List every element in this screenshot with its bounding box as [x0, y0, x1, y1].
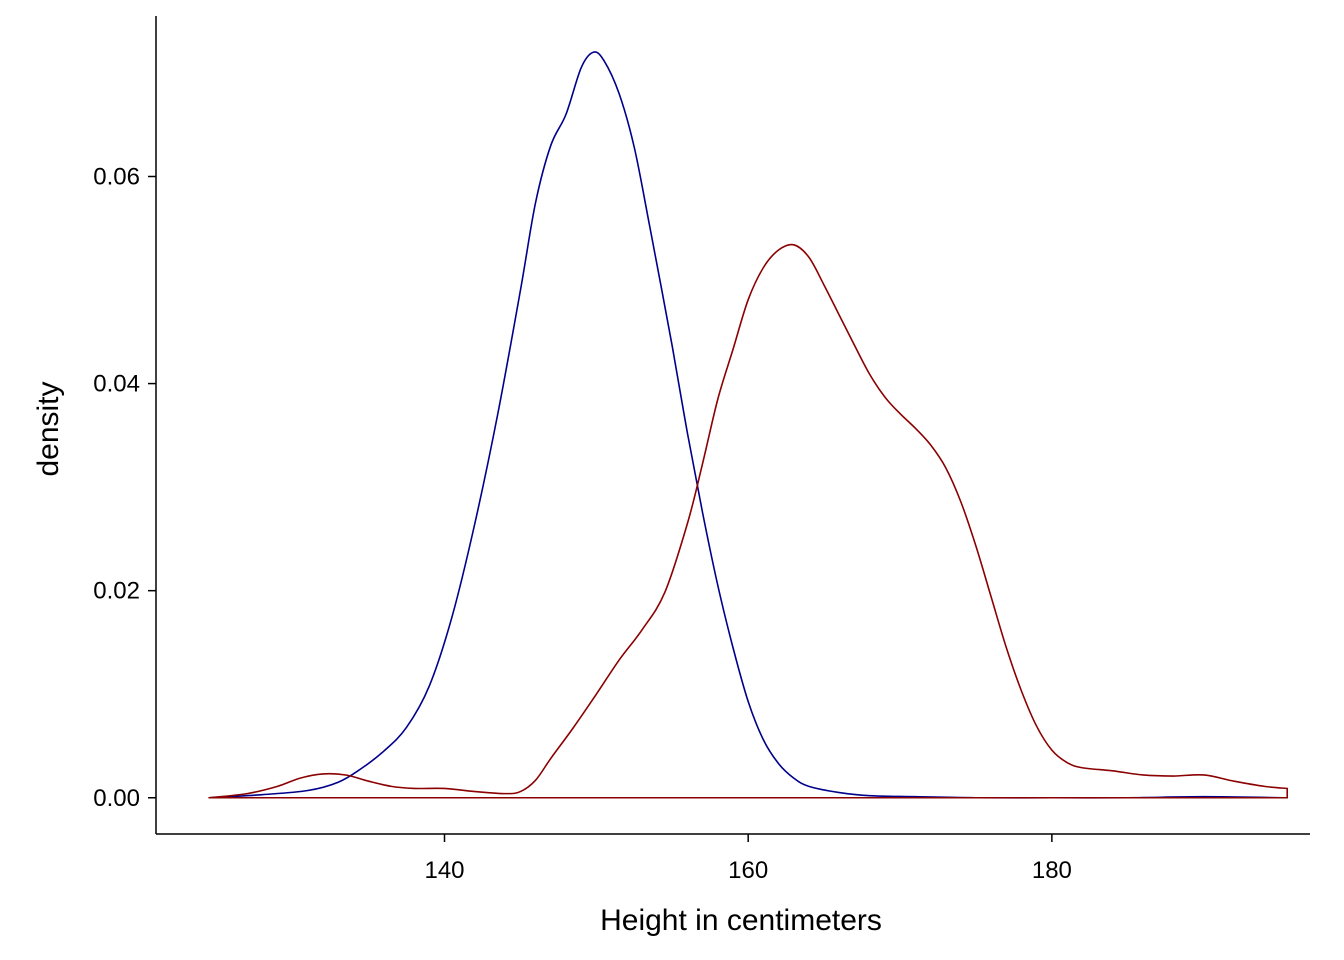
plot-area	[208, 51, 1289, 799]
x-axis: 140 160 180	[156, 833, 1310, 884]
x-tick-label: 180	[1032, 857, 1072, 884]
density-curve-1	[208, 51, 1289, 799]
density-curve-2	[208, 243, 1289, 799]
x-axis-title: Height in centimeters	[600, 904, 882, 937]
y-axis-title: density	[32, 381, 65, 476]
y-tick-label: 0.06	[93, 163, 140, 190]
y-tick-label: 0.04	[93, 371, 140, 398]
x-tick-label: 160	[728, 857, 768, 884]
y-axis: 0.00 0.02 0.04 0.06	[93, 16, 157, 834]
y-tick-label: 0.02	[93, 578, 140, 605]
x-tick-label: 140	[424, 857, 464, 884]
y-tick-label: 0.00	[93, 785, 140, 812]
